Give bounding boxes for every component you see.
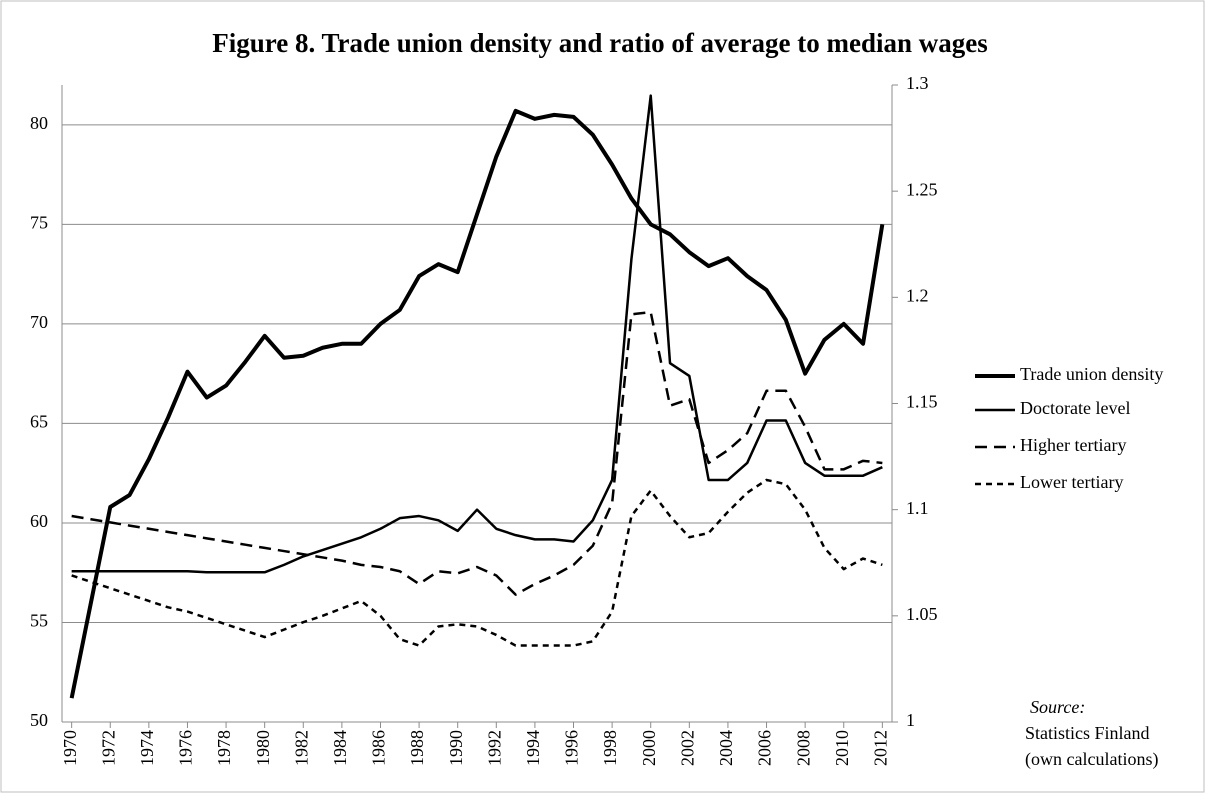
x-tick-label: 2010 bbox=[832, 730, 852, 766]
x-tick-label: 1988 bbox=[407, 730, 427, 766]
series-line bbox=[69, 108, 885, 699]
series-line bbox=[71, 94, 883, 574]
legend-label: Trade union density bbox=[1020, 364, 1163, 384]
y-tick-label: 65 bbox=[30, 412, 48, 432]
y-tick-label: 80 bbox=[30, 113, 48, 133]
y2-tick-label: 1 bbox=[906, 710, 915, 730]
y-tick-label: 60 bbox=[30, 511, 48, 531]
x-tick-label: 2008 bbox=[793, 730, 813, 766]
x-tick-label: 1982 bbox=[291, 730, 311, 766]
legend-label: Lower tertiary bbox=[1020, 472, 1123, 492]
x-tick-label: 1998 bbox=[600, 730, 620, 766]
x-tick-label: 1970 bbox=[60, 730, 80, 766]
y2-tick-label: 1.2 bbox=[906, 285, 929, 305]
legend-label: Higher tertiary bbox=[1020, 435, 1126, 455]
x-tick-label: 1986 bbox=[369, 730, 389, 766]
y-tick-label: 70 bbox=[30, 312, 48, 332]
y2-tick-label: 1.3 bbox=[906, 73, 929, 93]
y-tick-label: 55 bbox=[30, 611, 48, 631]
x-tick-label: 1984 bbox=[330, 730, 350, 766]
x-tick-label: 2002 bbox=[677, 730, 697, 766]
x-tick-label: 1990 bbox=[446, 730, 466, 766]
x-tick-label: 1996 bbox=[562, 730, 582, 766]
x-tick-label: 1992 bbox=[484, 730, 504, 766]
y2-tick-label: 1.15 bbox=[906, 392, 938, 412]
series-line bbox=[71, 310, 883, 596]
x-tick-label: 1976 bbox=[176, 730, 196, 766]
x-tick-label: 1978 bbox=[214, 730, 234, 766]
x-tick-label: 2006 bbox=[755, 730, 775, 766]
y2-tick-label: 1.1 bbox=[906, 498, 929, 518]
x-tick-label: 1974 bbox=[137, 730, 157, 766]
x-tick-label: 2012 bbox=[870, 730, 890, 766]
x-tick-label: 2000 bbox=[639, 730, 659, 766]
y2-tick-label: 1.05 bbox=[906, 604, 938, 624]
y2-tick-label: 1.25 bbox=[906, 179, 938, 199]
y-tick-label: 75 bbox=[30, 212, 48, 232]
source-text: (own calculations) bbox=[1025, 749, 1158, 770]
x-tick-label: 2004 bbox=[716, 730, 736, 766]
source-label: Source: bbox=[1030, 697, 1085, 717]
chart-title: Figure 8. Trade union density and ratio … bbox=[212, 28, 988, 58]
x-tick-label: 1972 bbox=[98, 730, 118, 766]
x-tick-label: 1994 bbox=[523, 730, 543, 766]
y-tick-label: 50 bbox=[30, 710, 48, 730]
source-text: Statistics Finland bbox=[1025, 723, 1150, 743]
legend-label: Doctorate level bbox=[1020, 398, 1130, 418]
x-tick-label: 1980 bbox=[253, 730, 273, 766]
